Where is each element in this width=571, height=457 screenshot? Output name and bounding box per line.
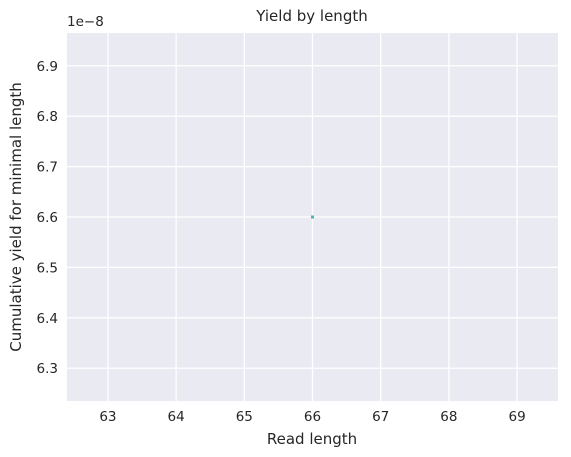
x-tick-label: 68	[440, 409, 457, 425]
data-points	[311, 215, 314, 219]
y-offset-label: 1e−8	[67, 14, 104, 30]
y-tick-label: 6.8	[37, 109, 58, 125]
x-tick-label: 65	[236, 409, 253, 425]
y-tick-label: 6.9	[37, 59, 58, 75]
x-axis-label: Read length	[267, 430, 357, 448]
x-tick-labels: 63 64 65 66 67 68 69	[99, 409, 525, 425]
x-tick-label: 66	[304, 409, 321, 425]
x-tick-label: 67	[372, 409, 389, 425]
x-tick-label: 63	[99, 409, 116, 425]
y-tick-label: 6.3	[37, 361, 58, 377]
x-tick-label: 64	[168, 409, 185, 425]
y-tick-label: 6.4	[37, 311, 58, 327]
y-axis-label: Cumulative yield for minimal length	[7, 82, 25, 352]
y-tick-label: 6.5	[37, 260, 58, 276]
y-tick-labels: 6.3 6.4 6.5 6.6 6.7 6.8 6.9	[37, 59, 58, 377]
chart-title: Yield by length	[255, 7, 367, 25]
y-tick-label: 6.6	[37, 210, 58, 226]
y-tick-label: 6.7	[37, 160, 58, 176]
data-point	[311, 215, 314, 219]
x-tick-label: 69	[508, 409, 525, 425]
